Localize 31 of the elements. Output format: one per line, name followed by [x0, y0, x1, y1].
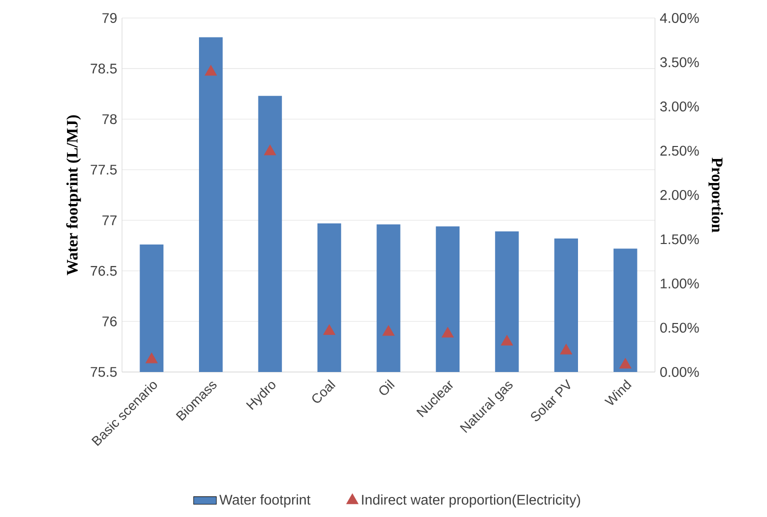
point — [323, 324, 336, 335]
y-tick-label: 77 — [102, 215, 117, 226]
x-tick-label: Oil — [379, 379, 395, 395]
y2-tick-label: 0.00% — [660, 367, 699, 377]
y-tick-label: 76 — [102, 316, 117, 326]
point — [382, 325, 395, 336]
y2-axis-title: Proportion — [708, 158, 724, 232]
y-axis-title: Water footprint (L/MJ) — [66, 115, 81, 276]
y2-tick-label: 3.00% — [660, 102, 699, 112]
point — [146, 352, 158, 364]
legend-label: Water footprint — [219, 494, 310, 508]
y2-tick-label: 2.50% — [660, 146, 699, 156]
y2-tick-label: 3.50% — [660, 57, 699, 68]
point — [204, 65, 217, 76]
y-tick-label: 75.5 — [90, 367, 117, 377]
y-tick-label: 77.5 — [90, 164, 117, 175]
legend-label: Indirect water proportion(Electricity) — [362, 494, 580, 508]
y2-tick-label: 2.00% — [660, 190, 699, 200]
y-tick-label: 76.5 — [90, 266, 117, 276]
point — [500, 334, 513, 346]
y2-tick-label: 1.00% — [660, 278, 699, 288]
y2-tick-label: 0.50% — [660, 322, 699, 333]
point — [619, 358, 632, 369]
point — [442, 326, 454, 338]
point — [560, 344, 572, 354]
point — [264, 144, 276, 156]
y-tick-label: 79 — [102, 13, 117, 23]
y2-tick-label: 1.50% — [660, 234, 699, 244]
y-tick-label: 78.5 — [90, 64, 117, 74]
y2-tick-label: 4.00% — [660, 13, 699, 23]
y-tick-label: 78 — [102, 114, 117, 124]
